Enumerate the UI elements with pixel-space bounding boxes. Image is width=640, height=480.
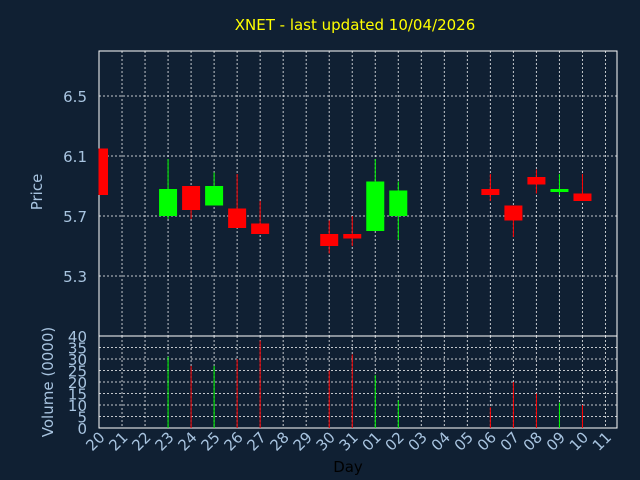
candle-body [527, 177, 546, 185]
candle-body [99, 148, 108, 195]
candle-body [389, 190, 408, 216]
candles [98, 148, 592, 254]
volume-grid [99, 335, 617, 429]
candle-body [205, 186, 224, 206]
candle-body [228, 208, 247, 228]
volume-tick-label: 25 [68, 363, 87, 381]
x-axis: 2021222324252627282930310102030405060708… [82, 428, 615, 454]
price-tick-label: 6.5 [63, 88, 87, 106]
chart-title: XNET - last updated 10/04/2026 [235, 16, 476, 34]
candle-body [573, 193, 592, 201]
candle-body [481, 189, 500, 195]
volume-tick-label: 5 [77, 409, 87, 427]
candle-body [159, 189, 178, 216]
volume-bars [167, 340, 583, 428]
price-axis-label: Price [28, 174, 46, 211]
candle-body [251, 223, 270, 234]
volume-tick-label: 35 [68, 340, 87, 358]
candle-body [366, 181, 385, 231]
price-tick-label: 5.3 [63, 268, 87, 286]
volume-tick-label: 10 [68, 397, 87, 415]
candle-body [504, 205, 523, 221]
candle-body [182, 186, 201, 210]
price-tick-label: 5.7 [63, 208, 87, 226]
candle-body [550, 189, 569, 192]
price-y-axis: 5.3 5.7 6.1 6.5 [63, 88, 87, 286]
volume-axis-label: Volume (0000) [39, 327, 57, 437]
candle-body [320, 234, 339, 246]
volume-tick-label: 40 [68, 328, 87, 346]
x-tick-label: 11 [589, 428, 615, 454]
volume-tick-label: 30 [68, 351, 87, 369]
volume-tick-label: 15 [68, 386, 87, 404]
price-tick-label: 6.1 [63, 148, 87, 166]
price-grid [99, 51, 617, 336]
volume-tick-label: 20 [68, 374, 87, 392]
candle-body [343, 234, 362, 239]
volume-tick-label: 0 [77, 420, 87, 438]
x-axis-label: Day [333, 458, 363, 476]
volume-plot-frame [98, 335, 618, 429]
